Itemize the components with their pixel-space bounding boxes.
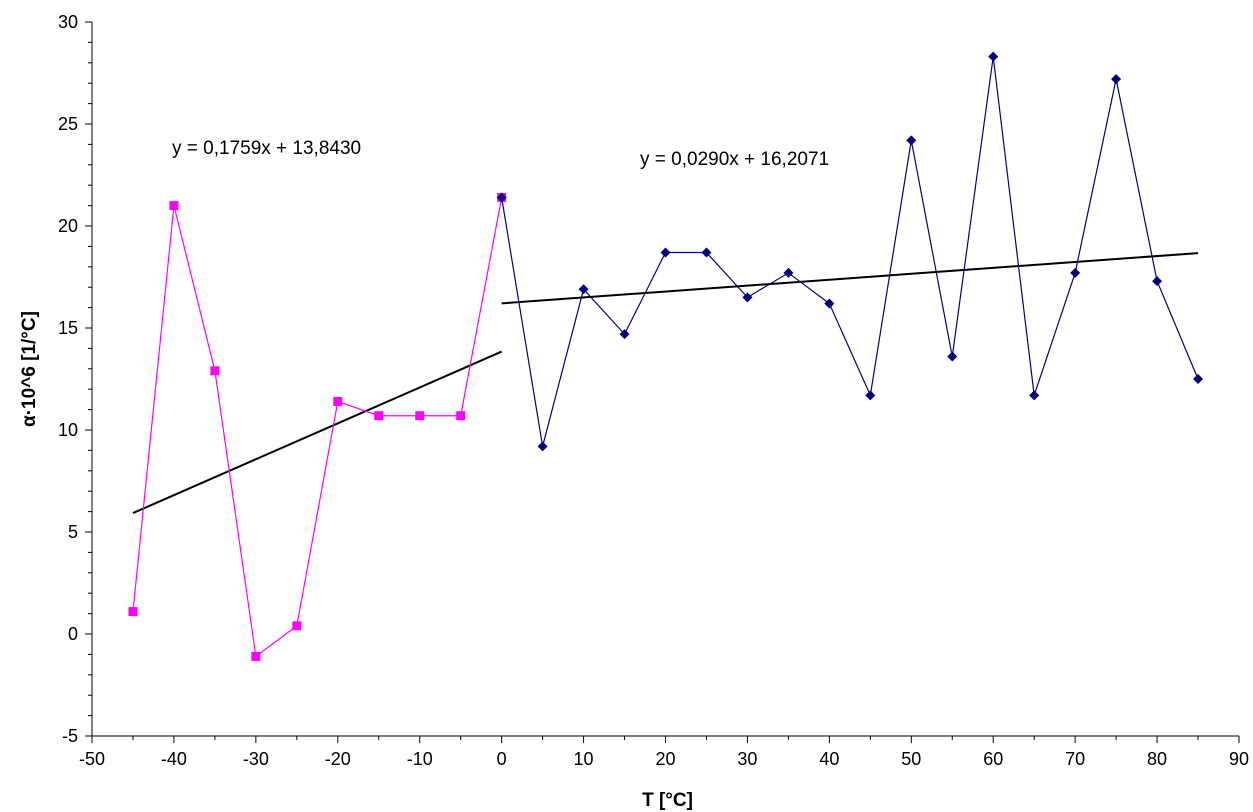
data-point-square: [169, 201, 179, 211]
data-point-square: [210, 366, 220, 376]
x-tick-label: 10: [574, 749, 594, 769]
data-point-diamond: [988, 51, 999, 62]
data-point-diamond: [1152, 276, 1163, 287]
data-point-square: [292, 621, 302, 631]
x-tick-label: 60: [983, 749, 1003, 769]
data-point-diamond: [578, 284, 589, 295]
data-point-diamond: [865, 390, 876, 401]
data-point-diamond: [701, 247, 712, 258]
data-point-square: [374, 411, 384, 421]
y-tick-label: 20: [58, 216, 78, 236]
data-point-diamond: [660, 247, 671, 258]
data-point-diamond: [619, 329, 630, 340]
data-point-diamond: [783, 267, 794, 278]
x-tick-label: -30: [243, 749, 269, 769]
x-tick-label: -40: [161, 749, 187, 769]
x-tick-label: 90: [1229, 749, 1249, 769]
data-point-diamond: [1070, 267, 1081, 278]
axes: [91, 22, 1239, 737]
trendline-1: [132, 350, 503, 514]
trendline-2: [501, 252, 1199, 305]
x-tick-label: 30: [737, 749, 757, 769]
data-point-diamond: [906, 135, 917, 146]
x-tick-label: -20: [325, 749, 351, 769]
y-tick-label: 30: [58, 12, 78, 32]
data-point-diamond: [1111, 74, 1122, 85]
y-axis-title: α·10^6 [1/°C]: [19, 311, 40, 427]
data-point-diamond: [1193, 374, 1204, 384]
x-axis-title: T [°C]: [642, 790, 693, 811]
data-point-diamond: [537, 441, 548, 452]
data-point-square: [333, 396, 343, 406]
data-point-diamond: [496, 192, 507, 203]
x-tick-label: 40: [819, 749, 839, 769]
x-tick-label: -50: [79, 749, 105, 769]
data-point-diamond: [947, 351, 958, 362]
data-point-square: [128, 607, 138, 617]
x-ticks: -50 -40 -30 -20 -10 0 10 20 30 40 50 60 70 80 90: [79, 736, 1249, 769]
y-tick-label: 5: [68, 522, 78, 542]
x-tick-label: -10: [407, 749, 433, 769]
y-tick-label: 25: [58, 114, 78, 134]
y-tick-label: -5: [62, 726, 78, 746]
x-tick-label: 70: [1065, 749, 1085, 769]
y-tick-label: 15: [58, 318, 78, 338]
x-tick-label: 0: [497, 749, 507, 769]
y-ticks: -5 0 5 10 15 20 25 30: [58, 12, 92, 746]
data-point-square: [415, 411, 425, 421]
x-tick-label: 80: [1147, 749, 1167, 769]
equation-label-right: y = 0,0290x + 16,2071: [640, 149, 829, 170]
x-tick-label: 50: [901, 749, 921, 769]
x-tick-label: 20: [655, 749, 675, 769]
equation-label-left: y = 0,1759x + 13,8430: [172, 138, 361, 159]
data-point-diamond: [824, 298, 835, 309]
data-point-square: [456, 411, 466, 421]
data-point-diamond: [1029, 390, 1040, 401]
series-line-1: [132, 197, 503, 658]
series-line-2: [501, 56, 1199, 447]
series-group: [128, 51, 1204, 661]
y-tick-label: 0: [68, 624, 78, 644]
data-point-square: [251, 651, 261, 661]
trendlines: [132, 252, 1199, 514]
data-point-diamond: [742, 292, 753, 303]
y-tick-label: 10: [58, 420, 78, 440]
